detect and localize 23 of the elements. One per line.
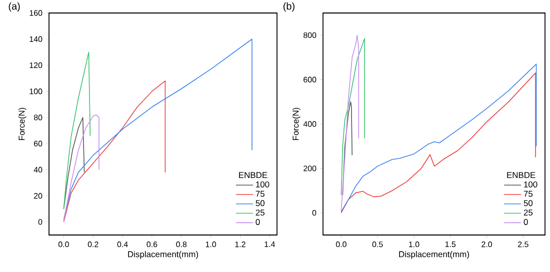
legend-label: 75	[256, 190, 264, 197]
legend-label: 50	[256, 200, 264, 206]
line-series	[340, 34, 360, 211]
y-axis-title: Force(N)	[292, 108, 300, 140]
legend-title: ENBDE	[507, 172, 536, 178]
x-axis-title: Displacement(mm)	[128, 251, 198, 259]
legend-label: 0	[256, 218, 260, 225]
chart-title: (a)	[8, 2, 20, 12]
x-axis-title: Displacement(mm)	[399, 251, 469, 259]
line-series	[63, 117, 85, 210]
y-axis-title: Force(N)	[18, 108, 26, 140]
chart-title: (b)	[284, 2, 294, 12]
legend-label: 25	[256, 210, 264, 216]
legend-label: 100	[524, 181, 538, 188]
line-series	[63, 114, 100, 222]
legend-label: 25	[524, 210, 533, 216]
legend-label: 50	[524, 200, 533, 206]
legend-title: ENBDE	[239, 172, 268, 178]
legend-label: 0	[524, 218, 528, 225]
line-series	[63, 52, 91, 210]
legend-label: 100	[256, 181, 270, 188]
legend-label: 75	[524, 190, 533, 197]
line-series	[340, 38, 365, 196]
